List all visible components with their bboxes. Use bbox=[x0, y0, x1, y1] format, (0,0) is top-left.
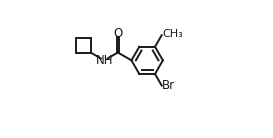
Text: NH: NH bbox=[96, 54, 113, 67]
Text: O: O bbox=[113, 27, 123, 40]
Text: CH₃: CH₃ bbox=[162, 29, 183, 39]
Text: Br: Br bbox=[162, 79, 176, 92]
